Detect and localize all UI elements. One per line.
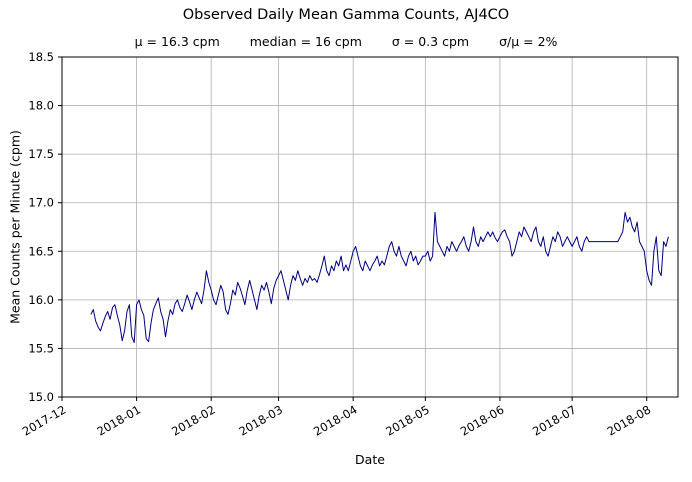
svg-text:2018-06: 2018-06 [458,402,507,438]
svg-text:2018-07: 2018-07 [530,402,579,438]
svg-text:2018-05: 2018-05 [383,402,432,438]
svg-text:2017-12: 2017-12 [20,402,69,438]
stat-mu: μ = 16.3 cpm [134,34,220,49]
stat-sigma-mu-ratio: σ/μ = 2% [499,34,558,49]
y-axis-label: Mean Counts per Minute (cpm) [7,130,23,324]
svg-text:15.0: 15.0 [28,390,54,404]
svg-text:18.5: 18.5 [28,50,54,64]
chart-subtitle: μ = 16.3 cpm median = 16 cpm σ = 0.3 cpm… [0,34,692,49]
svg-text:16.0: 16.0 [28,293,54,307]
svg-text:18.0: 18.0 [28,99,54,113]
svg-text:2018-04: 2018-04 [311,402,360,438]
svg-text:2018-01: 2018-01 [94,402,143,438]
chart-title: Observed Daily Mean Gamma Counts, AJ4CO [182,7,510,23]
svg-text:15.5: 15.5 [28,341,54,355]
svg-text:17.0: 17.0 [28,196,54,210]
svg-text:2018-03: 2018-03 [236,402,285,438]
svg-text:16.5: 16.5 [28,244,54,258]
svg-text:17.5: 17.5 [28,147,54,161]
x-axis-label: Date [355,452,385,467]
stat-median: median = 16 cpm [249,34,362,49]
svg-text:2018-08: 2018-08 [605,402,654,438]
stat-sigma: σ = 0.3 cpm [391,34,470,49]
svg-text:2018-02: 2018-02 [169,402,218,438]
